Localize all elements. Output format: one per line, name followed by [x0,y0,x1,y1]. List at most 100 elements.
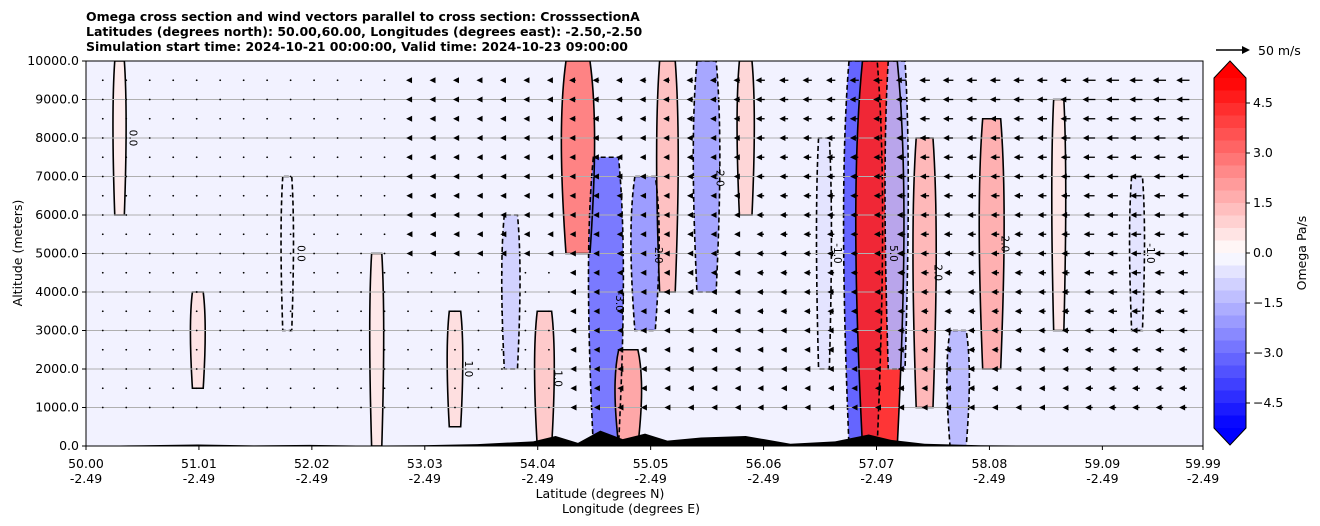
wind-vector-head [616,96,623,103]
wind-vector [336,214,339,216]
x-tick-label-longitude: -2.49 [522,471,554,486]
wind-vector-head [734,289,741,295]
wind-vector-head [991,327,998,334]
omega-plume [588,157,624,446]
wind-vector-head [616,212,623,218]
wind-vector-head [640,231,647,238]
wind-vector-head [1062,346,1069,353]
wind-vector-head [1082,115,1089,122]
wind-vector-head [569,115,576,122]
wind-vector-head [1013,77,1020,84]
wind-vector [125,291,128,293]
wind-vector-head [966,115,973,122]
colorbar-segment [1214,128,1246,141]
wind-vector [477,310,480,313]
wind-vector-head [569,250,576,257]
wind-vector [430,387,433,390]
wind-vector [289,156,292,159]
x-tick-label-latitude: 50.00 [68,456,104,471]
wind-vector [360,310,362,313]
wind-vector [289,271,292,274]
wind-vector-head [827,250,834,257]
wind-vector-head [967,192,974,199]
x-tick-label-longitude: -2.49 [860,471,892,486]
quiver-key-arrow [1216,46,1250,54]
x-tick-label-latitude: 56.06 [746,456,782,471]
wind-vector-head [593,404,600,411]
wind-vector [360,348,362,351]
wind-vector [195,117,198,120]
wind-vector-head [1060,115,1067,122]
wind-vector-head [429,192,436,199]
wind-vector-head [453,135,460,141]
wind-vector [219,98,222,101]
wind-vector-head [1108,327,1115,334]
wind-vector [148,233,151,236]
wind-vector-head [896,212,903,218]
wind-vector [172,271,175,274]
omega-plume [534,311,555,446]
wind-vector [524,310,527,313]
wind-vector [407,329,409,332]
wind-vector-head [1131,366,1138,372]
wind-vector-head [686,135,693,141]
wind-vector-head [851,346,858,353]
wind-vector [242,194,245,197]
wind-vector-head [1108,385,1115,392]
wind-vector-head [710,269,717,276]
wind-vector [383,252,386,255]
wind-vector [383,329,386,332]
wind-vector-head [663,231,670,238]
wind-vector-head [429,77,436,84]
wind-vector [289,310,292,313]
wind-vector [101,368,104,370]
wind-vector-head [779,135,786,141]
wind-vector-head [897,385,904,392]
wind-vector-head [710,289,717,295]
wind-vector-head [406,77,413,84]
wind-vector-head [687,346,694,353]
wind-vector-head [1060,154,1067,161]
wind-vector-head [757,385,764,392]
wind-vector-head [897,250,904,257]
wind-vector-head [944,327,951,334]
wind-vector-head [990,173,997,180]
wind-vector [454,368,456,370]
x-tick-label-latitude: 58.08 [972,456,1008,471]
wind-vector-head [1154,250,1161,257]
wind-vector [219,79,222,82]
wind-vector-head [757,404,764,411]
wind-vector [336,310,339,313]
wind-vector-head [1107,308,1114,315]
wind-vector-head [547,115,554,122]
wind-vector-head [1038,366,1045,372]
wind-vector-head [500,115,507,122]
wind-vector-head [1037,192,1044,199]
wind-vector-head [1062,385,1069,392]
wind-vector [524,406,527,409]
chart-title-line-2: Latitudes (degrees north): 50.00,60.00, … [86,24,643,39]
wind-vector-head [991,269,998,276]
wind-vector-head [780,366,787,372]
wind-vector-head [476,250,483,257]
omega-contour [854,61,905,446]
wind-vector [219,310,222,313]
wind-vector [125,271,128,274]
colorbar-segment [1214,328,1246,341]
contour-label: -1.0 [1144,243,1156,264]
colorbar-segment [1214,403,1246,416]
wind-vector-head [569,269,576,276]
wind-vector-head [523,135,530,141]
wind-vector-head [687,269,694,276]
wind-vector-head [1153,173,1160,180]
wind-vector [195,368,198,370]
wind-vector-head [968,346,975,353]
wind-vector-head [593,385,600,392]
wind-vector-head [991,385,998,392]
wind-vector-head [453,250,460,257]
x-tick-label-latitude: 51.01 [181,456,217,471]
wind-vector [336,233,339,236]
wind-vector [195,175,198,178]
wind-vector [219,252,222,255]
wind-vector [360,368,362,370]
